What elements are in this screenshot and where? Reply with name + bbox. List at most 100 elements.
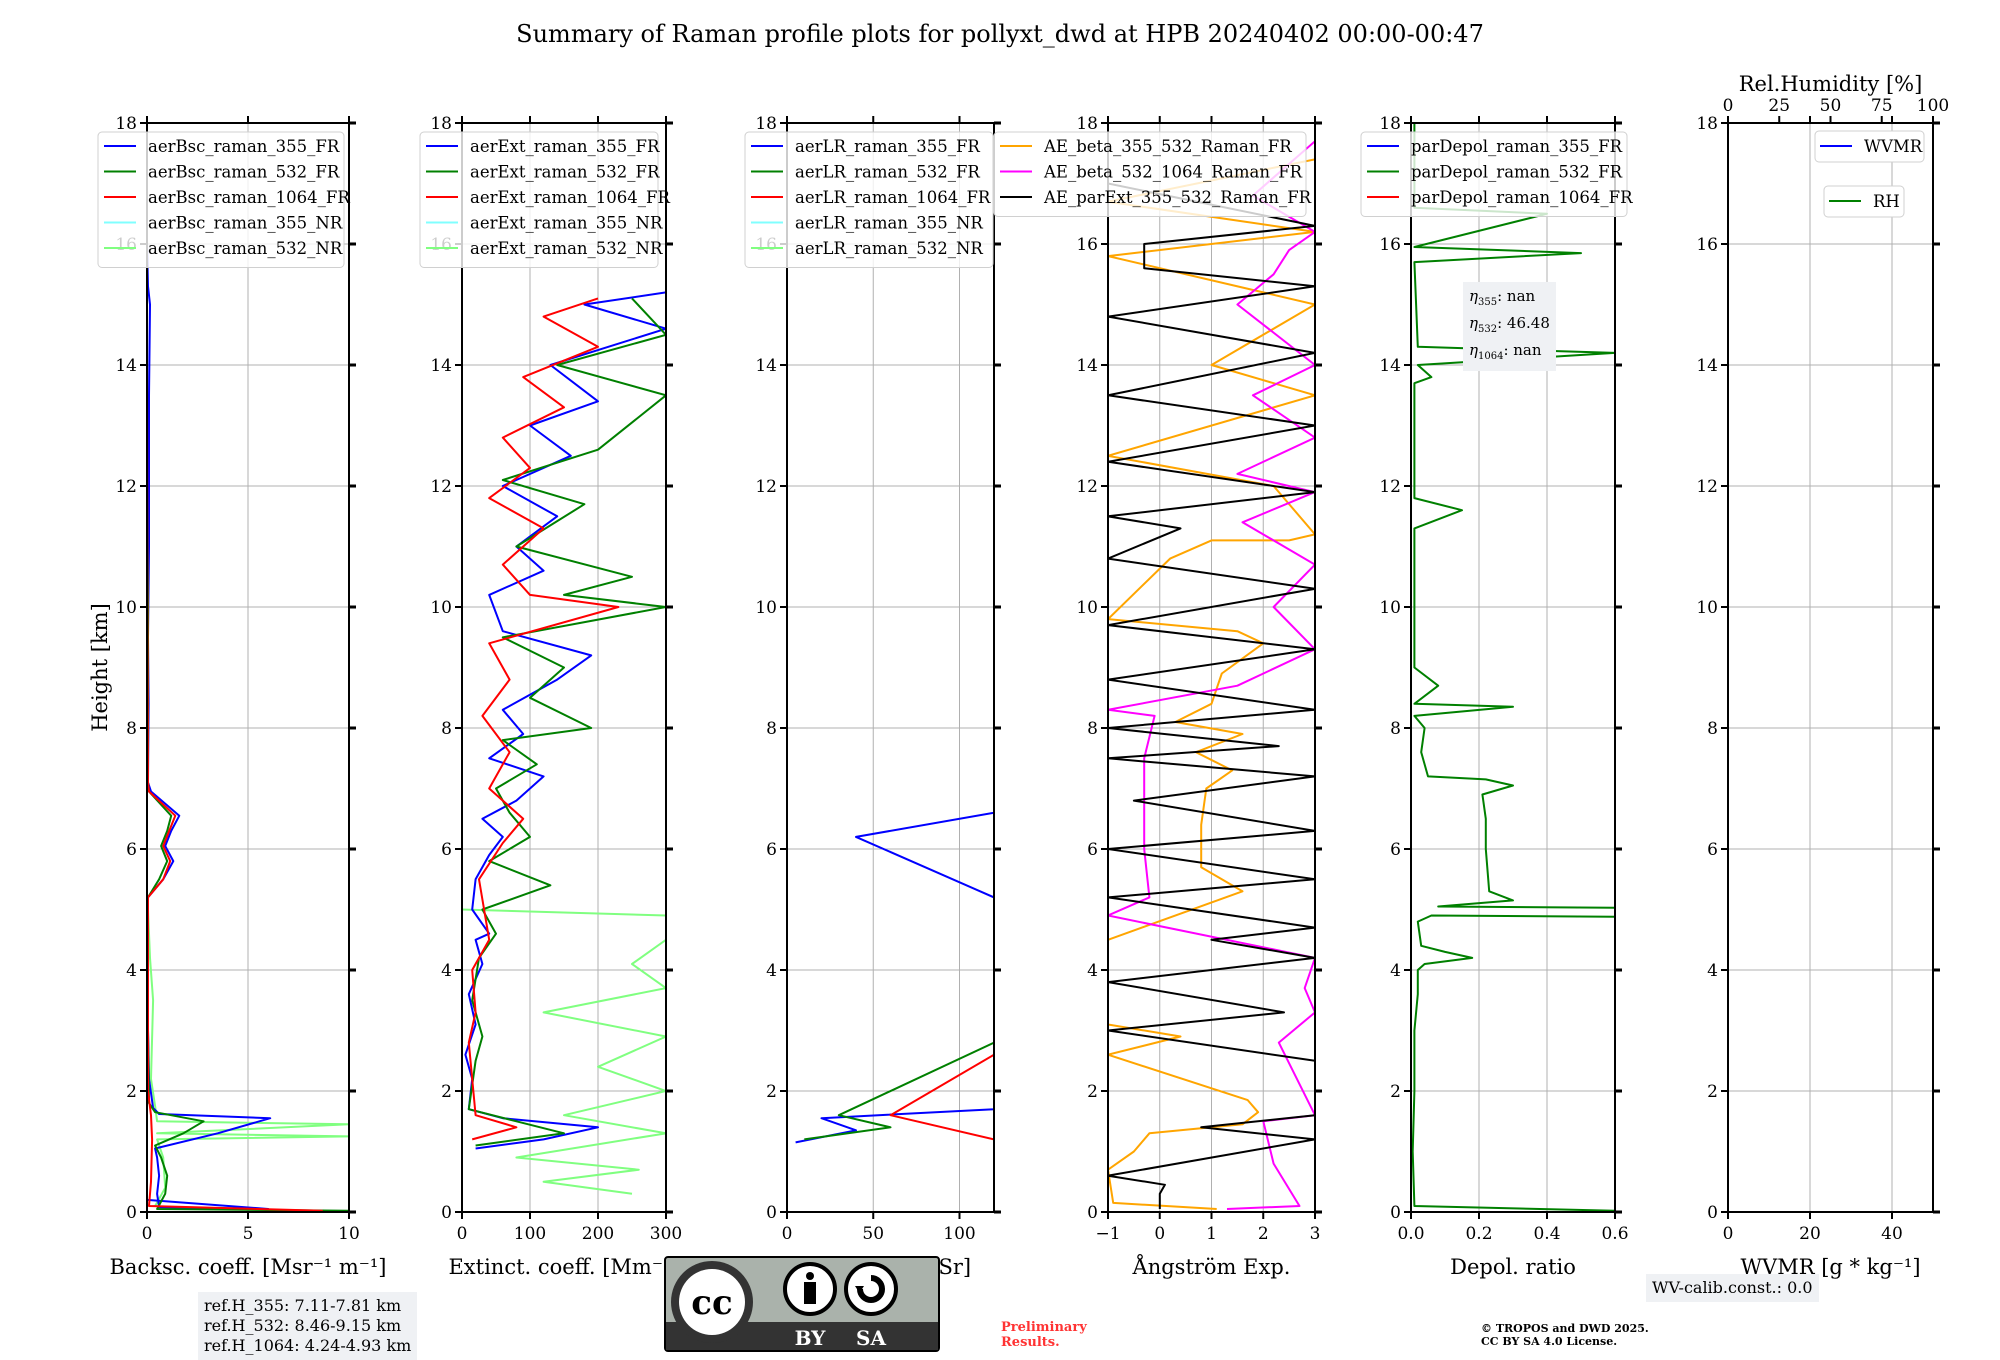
sa-icon-arrow [855, 1286, 864, 1293]
x-tick-label: 0 [1154, 1224, 1165, 1244]
y-tick-label: 4 [441, 961, 452, 981]
legend-label: aerExt_raman_532_NR [470, 239, 663, 258]
x-tick-label: 0 [457, 1224, 468, 1244]
eta-1064: η1064: nan [1469, 341, 1542, 362]
y-tick-label: 10 [1076, 598, 1098, 618]
wv-calib-box: WV-calib.const.: 0.0 [1646, 1274, 1819, 1302]
legend: aerLR_raman_355_FR aerLR_raman_532_FR aerL… [744, 131, 994, 268]
y-tick-label: 18 [1076, 114, 1098, 134]
by-icon-head [806, 1272, 814, 1280]
legend-label: aerLR_raman_355_FR [795, 137, 980, 156]
y-tick-label: 6 [126, 840, 137, 860]
y-tick-label: 0 [1087, 1203, 1098, 1223]
legend: WVMR RH [1814, 130, 1925, 218]
top-x-axis-label: Rel.Humidity [%] [1739, 72, 1923, 96]
y-tick-label: 8 [1087, 719, 1098, 739]
legend-label: aerBsc_raman_355_FR [148, 137, 340, 156]
y-tick-label: 12 [430, 477, 452, 497]
eta-532: η532: 46.48 [1469, 314, 1550, 335]
legend-frame [1360, 131, 1628, 217]
copyright-line-1: © TROPOS and DWD 2025. [1481, 1322, 1649, 1335]
legend-label: aerLR_raman_355_NR [795, 214, 983, 233]
x-tick-label: 1 [1206, 1224, 1217, 1244]
y-tick-label: 14 [1696, 356, 1718, 376]
ref-height-532: ref.H_532: 8.46-9.15 km [204, 1316, 402, 1335]
y-tick-label: 4 [126, 961, 137, 981]
y-tick-label: 16 [1696, 235, 1718, 255]
y-tick-label: 2 [126, 1082, 137, 1102]
x-tick-label: 0.6 [1601, 1224, 1628, 1244]
legend-label: aerExt_raman_1064_FR [470, 188, 670, 207]
wv-calib-text: WV-calib.const.: 0.0 [1652, 1278, 1813, 1297]
sa-share-alike-icon [844, 1262, 898, 1316]
panel-lidar_ratio: 050100024681012141618Lidar ratio [Sr]aer… [744, 114, 1001, 1279]
legend-frame [97, 131, 345, 268]
y-tick-label: 2 [441, 1082, 452, 1102]
panel-depol: 0.0 0.2 0.4 0.6 0 2 4 6 8 10 12 14 16 18 Depol. ratio p… [1360, 114, 1633, 1279]
preliminary-line-2: Results. [1001, 1335, 1060, 1350]
y-axis-label: Height [km] [88, 603, 112, 732]
copyright-line-2: CC BY SA 4.0 License. [1481, 1335, 1618, 1348]
y-tick-label: 10 [755, 598, 777, 618]
y-tick-label: 12 [1379, 477, 1401, 497]
legend-label: WVMR [1864, 137, 1923, 156]
y-tick-label: 4 [1087, 961, 1098, 981]
series-group [1108, 123, 1315, 1210]
y-tick-label: 10 [1379, 598, 1401, 618]
y-tick-label: 14 [430, 356, 452, 376]
legend-frame [993, 131, 1307, 217]
axes-frame [461, 122, 667, 1213]
y-tick-label: 2 [766, 1082, 777, 1102]
x-tick-label: 0.0 [1397, 1224, 1424, 1244]
y-tick-label: 0 [1707, 1203, 1718, 1223]
x-tick-label: 5 [243, 1224, 254, 1244]
series-line-aerExt_raman_532_NR [462, 908, 666, 1195]
axes-frame [786, 122, 995, 1213]
y-tick-label: 12 [755, 477, 777, 497]
by-icon-body [804, 1282, 816, 1304]
y-tick-label: 12 [1076, 477, 1098, 497]
sa-icon-arc [857, 1275, 885, 1303]
top-x-tick-label: 25 [1768, 96, 1790, 116]
y-tick-label: 6 [1390, 840, 1401, 860]
legend-label: aerLR_raman_1064_FR [795, 188, 991, 207]
legend-label: parDepol_raman_532_FR [1411, 163, 1623, 182]
y-tick-label: 12 [1696, 477, 1718, 497]
series-line-aerBsc_raman_532_NR [147, 909, 349, 1207]
legend-label: aerBsc_raman_532_NR [148, 239, 343, 258]
series-line-AE_beta_355_532_Raman_FR [1108, 158, 1315, 1210]
legend-label: aerLR_raman_532_NR [795, 239, 983, 258]
y-tick-label: 8 [441, 719, 452, 739]
legend-label: AE_beta_532_1064_Raman_FR [1043, 163, 1303, 182]
legend: aerExt_raman_355_FR aerExt_raman_532_FRae… [419, 131, 670, 268]
ref-height-1064: ref.H_1064: 4.24-4.93 km [204, 1336, 412, 1355]
y-tick-label: 10 [430, 598, 452, 618]
series-line-aerLR_raman_1064_FR [889, 298, 994, 1141]
y-tick-label: 4 [1707, 961, 1718, 981]
series-line-AE_beta_532_1064_Raman_FR [1108, 123, 1315, 1210]
x-tick-label: 50 [862, 1224, 884, 1244]
y-tick-label: 8 [126, 719, 137, 739]
legend-label: parDepol_raman_1064_FR [1411, 188, 1633, 207]
x-tick-label: 3 [1310, 1224, 1321, 1244]
y-tick-label: 10 [115, 598, 137, 618]
x-tick-label: −1 [1095, 1224, 1120, 1244]
figure-title: Summary of Raman profile plots for polly… [516, 20, 1484, 48]
x-tick-label: 100 [943, 1224, 975, 1244]
x-tick-label: 0 [782, 1224, 793, 1244]
y-tick-label: 18 [1696, 114, 1718, 134]
x-tick-label: 0.4 [1533, 1224, 1560, 1244]
axes-frame [1410, 122, 1616, 1213]
legend-label: aerLR_raman_532_FR [795, 163, 980, 182]
y-tick-label: 14 [755, 356, 777, 376]
y-tick-label: 6 [441, 840, 452, 860]
legend-frame [419, 131, 659, 268]
sa-label: SA [856, 1326, 886, 1350]
x-tick-label: 40 [1881, 1224, 1903, 1244]
ref-height-355: ref.H_355: 7.11-7.81 km [204, 1296, 402, 1315]
y-tick-label: 18 [115, 114, 137, 134]
series-line-aerBsc_raman_1064_FR [147, 123, 323, 1212]
top-x-tick-label: 75 [1871, 96, 1893, 116]
